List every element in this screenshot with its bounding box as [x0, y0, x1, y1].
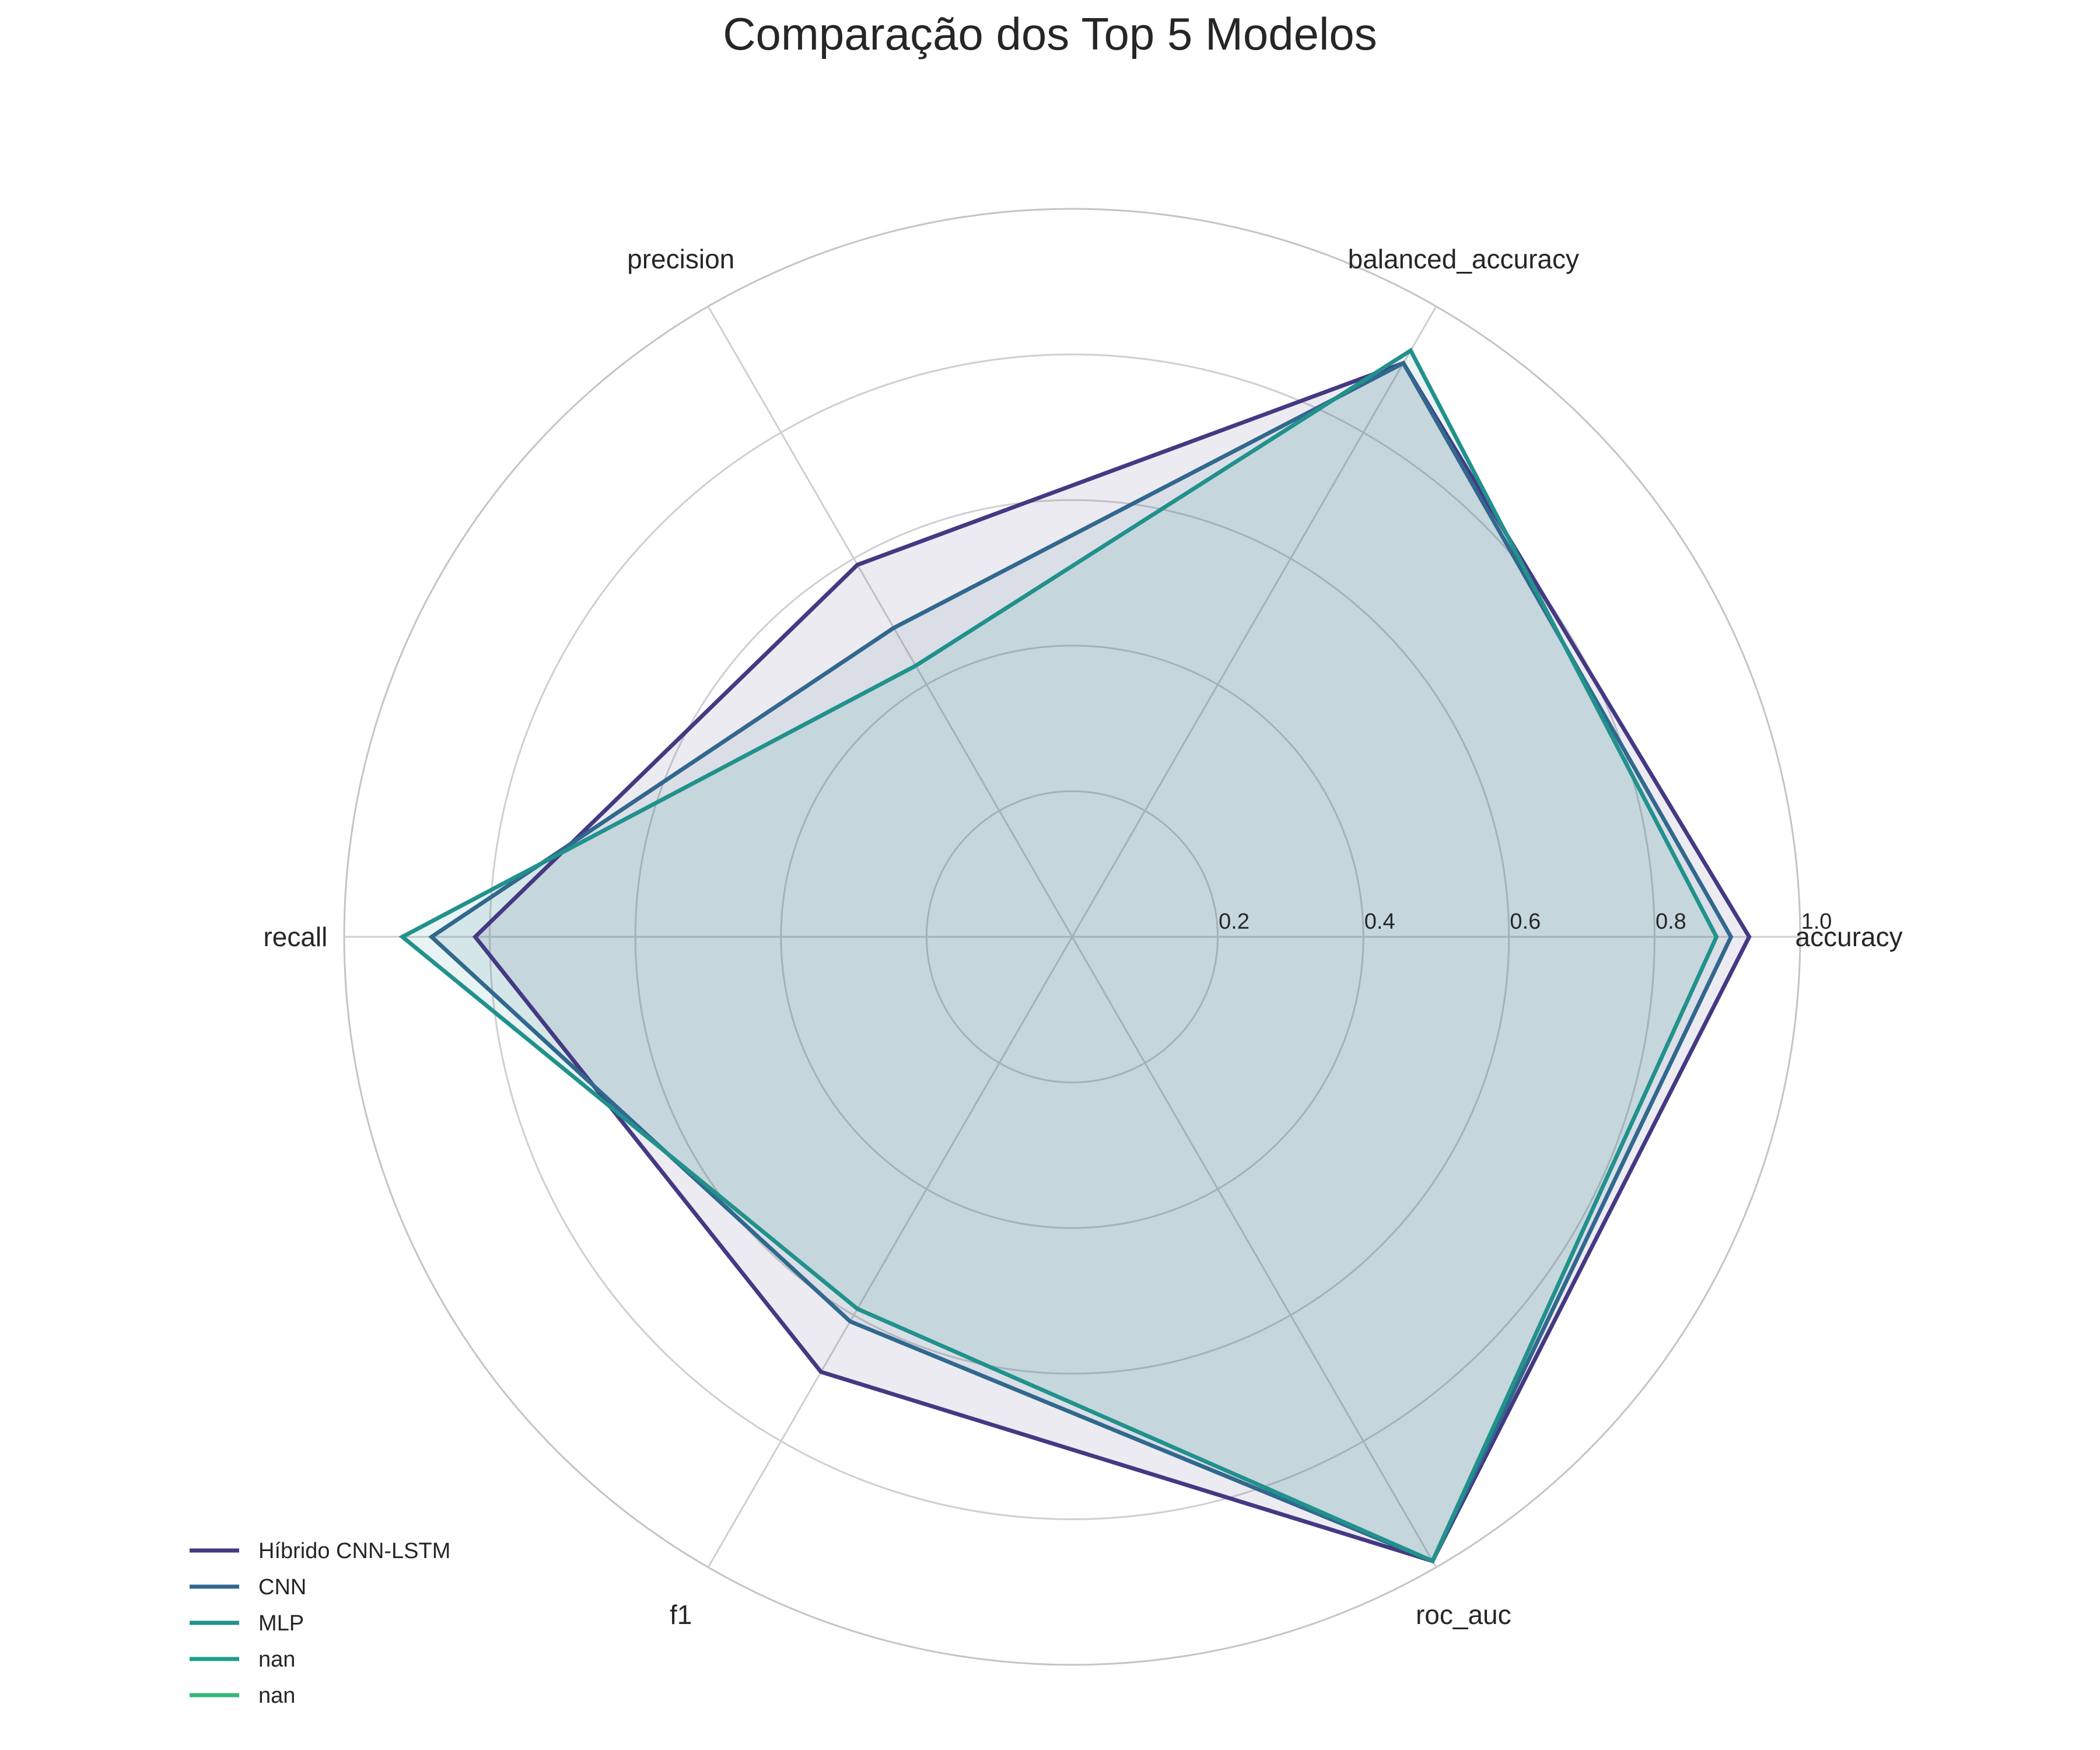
legend-label-4: nan [258, 1684, 295, 1708]
series-area-1 [431, 363, 1731, 1561]
tick-label: 0.6 [1510, 909, 1541, 934]
axis-label-accuracy: accuracy [1796, 922, 1903, 952]
legend-label-0: Híbrido CNN-LSTM [258, 1539, 450, 1563]
axis-label-balanced_accuracy: balanced_accuracy [1348, 244, 1579, 274]
spoke-f1 [707, 936, 1073, 1568]
axis-labels: accuracy balanced_accuracy precision recall… [263, 244, 1902, 1630]
legend-label-1: CNN [258, 1575, 306, 1600]
axis-label-precision: precision [627, 244, 734, 274]
tick-label: 0.2 [1219, 909, 1250, 934]
tick-label: 1.0 [1801, 909, 1832, 934]
spoke-roc_auc [1071, 936, 1437, 1568]
axis-label-recall: recall [263, 922, 327, 952]
radar-grid [343, 208, 1801, 1666]
series-area-0 [475, 363, 1749, 1561]
axis-label-roc_auc: roc_auc [1416, 1600, 1511, 1630]
series-line-2 [398, 347, 1719, 1564]
chart-title: Comparação dos Top 5 Modelos [723, 8, 1377, 60]
radar-series [398, 347, 1752, 1564]
axis-label-f1: f1 [670, 1600, 692, 1630]
legend-label-2: MLP [258, 1611, 304, 1636]
legend-label-3: nan [258, 1647, 295, 1672]
series-area-2 [402, 350, 1717, 1562]
spoke-precision [707, 306, 1073, 937]
radial-tick-labels: 0.2 0.4 0.6 0.8 1.0 [1219, 909, 1832, 934]
tick-label: 0.8 [1656, 909, 1686, 934]
legend: Híbrido CNN-LSTM CNN MLP nan nan [190, 1539, 450, 1708]
tick-label: 0.4 [1364, 909, 1395, 934]
spoke-balanced_accuracy [1071, 306, 1437, 937]
